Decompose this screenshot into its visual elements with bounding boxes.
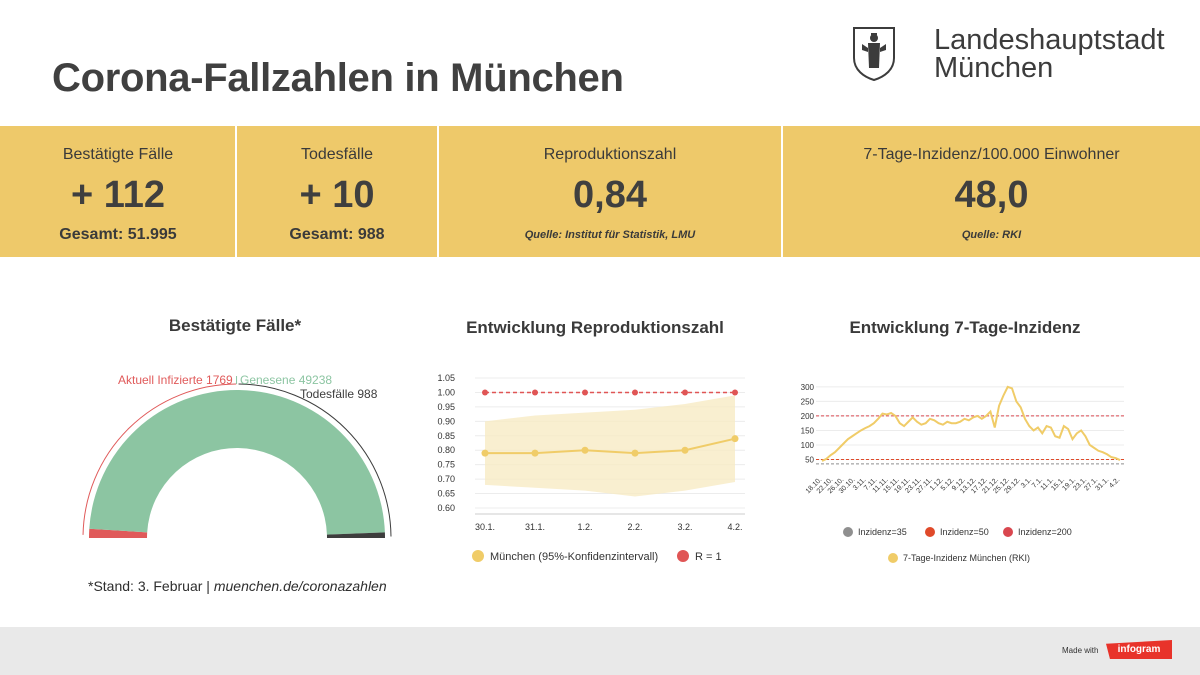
y-tick-label: 50 (805, 455, 814, 464)
kpi-value: + 10 (299, 174, 375, 216)
city-name-line1: Landeshauptstadt (934, 24, 1165, 56)
y-tick-label: 1.00 (437, 387, 455, 397)
legend-label-r1: R = 1 (695, 551, 722, 563)
kpi-confirmed-cases: Bestätigte Fälle + 112 Gesamt: 51.995 (0, 126, 236, 257)
r-series-point (731, 435, 739, 443)
y-tick-label: 0.90 (437, 416, 455, 426)
leader-deaths (238, 383, 392, 537)
kpi-label: Bestätigte Fälle (62, 146, 174, 163)
y-tick-label: 0.70 (437, 474, 455, 484)
x-tick-label: 3.1. (1020, 476, 1033, 489)
munich-crest-icon (853, 27, 895, 82)
y-tick-label: 100 (801, 441, 815, 450)
y-tick-label: 150 (801, 426, 815, 435)
kpi-band: Bestätigte Fälle + 112 Gesamt: 51.995 To… (0, 126, 1200, 257)
r-equals-one-point (682, 389, 688, 396)
label-recovered: Genesene 49238 (240, 373, 332, 387)
r-equals-one-point (732, 389, 738, 396)
incidence-series-line (821, 385, 1121, 462)
y-tick-label: 0.95 (437, 402, 455, 412)
r-equals-one-point (632, 389, 638, 396)
y-tick-label: 0.65 (437, 489, 455, 499)
incidence-chart-title: Entwicklung 7-Tage-Inzidenz (849, 318, 1081, 337)
donut-chart-title: Bestätigte Fälle* (168, 316, 302, 335)
y-tick-label: 0.80 (437, 445, 455, 455)
footer-bar (0, 627, 1200, 675)
r-series-point (531, 449, 539, 457)
footnote: *Stand: 3. Februar | muenchen.de/coronaz… (88, 578, 387, 594)
kpi-value: 0,84 (573, 174, 647, 216)
r-chart-title: Entwicklung Reproduktionszahl (466, 318, 724, 337)
label-infected: Aktuell Infizierte 1769 (118, 373, 233, 387)
y-tick-label: 1.05 (437, 373, 455, 383)
x-tick-label: 4.2. (1108, 476, 1121, 489)
kpi-label: Reproduktionszahl (543, 146, 677, 163)
y-tick-label: 250 (801, 397, 815, 406)
kpi-deaths: Todesfälle + 10 Gesamt: 988 (237, 126, 437, 257)
kpi-total: Gesamt: 988 (289, 226, 385, 243)
kpi-source: Quelle: RKI (961, 229, 1022, 241)
kpi-source: Quelle: Institut für Statistik, LMU (524, 229, 696, 241)
city-name-line2: München (934, 52, 1054, 84)
r-equals-one-point (482, 389, 488, 396)
donut-slice-2 (89, 389, 385, 535)
legend-label: 7-Tage-Inzidenz München (RKI) (903, 553, 1030, 563)
legend-label-munich: München (95%-Konfidenzintervall) (490, 551, 658, 563)
legend-label: Inzidenz=50 (940, 527, 989, 537)
kpi-value: 48,0 (954, 174, 1029, 216)
r-series-point (631, 449, 639, 457)
incidence-line-chart: 3002502001501005018.10.22.10.26.10.30.10… (801, 383, 1124, 563)
kpi-divider (437, 126, 439, 257)
r-series-point (681, 446, 689, 454)
x-tick-label: 3.2. (677, 522, 692, 532)
x-tick-label: 30.1. (475, 522, 495, 532)
legend-marker (1003, 527, 1013, 537)
label-deaths: Todesfälle 988 (300, 387, 378, 401)
donut-slice-3 (326, 532, 385, 538)
y-tick-label: 200 (801, 412, 815, 421)
legend-label: Inzidenz=35 (858, 527, 907, 537)
legend-marker (843, 527, 853, 537)
kpi-divider (781, 126, 783, 257)
page-title: Corona-Fallzahlen in München (52, 56, 624, 100)
legend-label: Inzidenz=200 (1018, 527, 1072, 537)
kpi-divider (235, 126, 237, 257)
footnote-stand: *Stand: 3. Februar | (88, 578, 214, 594)
legend-marker (888, 553, 898, 563)
y-tick-label: 300 (801, 383, 815, 392)
kpi-value: + 112 (70, 174, 166, 216)
x-tick-label: 2.2. (627, 522, 642, 532)
kpi-reproduction-number: Reproduktionszahl 0,84 Quelle: Institut … (439, 126, 781, 257)
city-logo[interactable]: Landeshauptstadt München (850, 24, 1180, 84)
confidence-band (485, 395, 735, 497)
r-series-point (581, 446, 589, 454)
r-equals-one-point (582, 389, 588, 396)
donut-slice-1 (89, 528, 148, 538)
x-tick-label: 31.1. (525, 522, 545, 532)
infogram-badge[interactable]: infogram (1106, 640, 1172, 659)
reproduction-line-chart: 1.05 1.00 0.95 0.90 0.85 0.80 0.75 0.70 0.65 0.60… (437, 373, 745, 563)
r-series-point (481, 449, 489, 457)
kpi-label: 7-Tage-Inzidenz/100.000 Einwohner (863, 146, 1120, 163)
y-tick-label: 0.85 (437, 431, 455, 441)
kpi-incidence: 7-Tage-Inzidenz/100.000 Einwohner 48,0 Q… (783, 126, 1200, 257)
y-tick-label: 0.60 (437, 503, 455, 513)
x-tick-label: 4.2. (727, 522, 742, 532)
legend-marker-munich (472, 550, 484, 562)
legend-marker (925, 527, 935, 537)
semi-donut-chart: Aktuell Infizierte 1769 Genesene 49238Tod… (82, 373, 392, 538)
r-equals-one-point (532, 389, 538, 396)
y-tick-label: 0.75 (437, 460, 455, 470)
kpi-total: Gesamt: 51.995 (59, 226, 177, 243)
kpi-label: Todesfälle (300, 146, 374, 163)
legend-marker-r1 (677, 550, 689, 562)
footnote-link[interactable]: muenchen.de/coronazahlen (213, 578, 387, 594)
r-series-line (485, 437, 736, 455)
x-tick-label: 1.2. (577, 522, 592, 532)
made-with-label: Made with (1062, 646, 1099, 655)
leader-infected (82, 383, 237, 535)
